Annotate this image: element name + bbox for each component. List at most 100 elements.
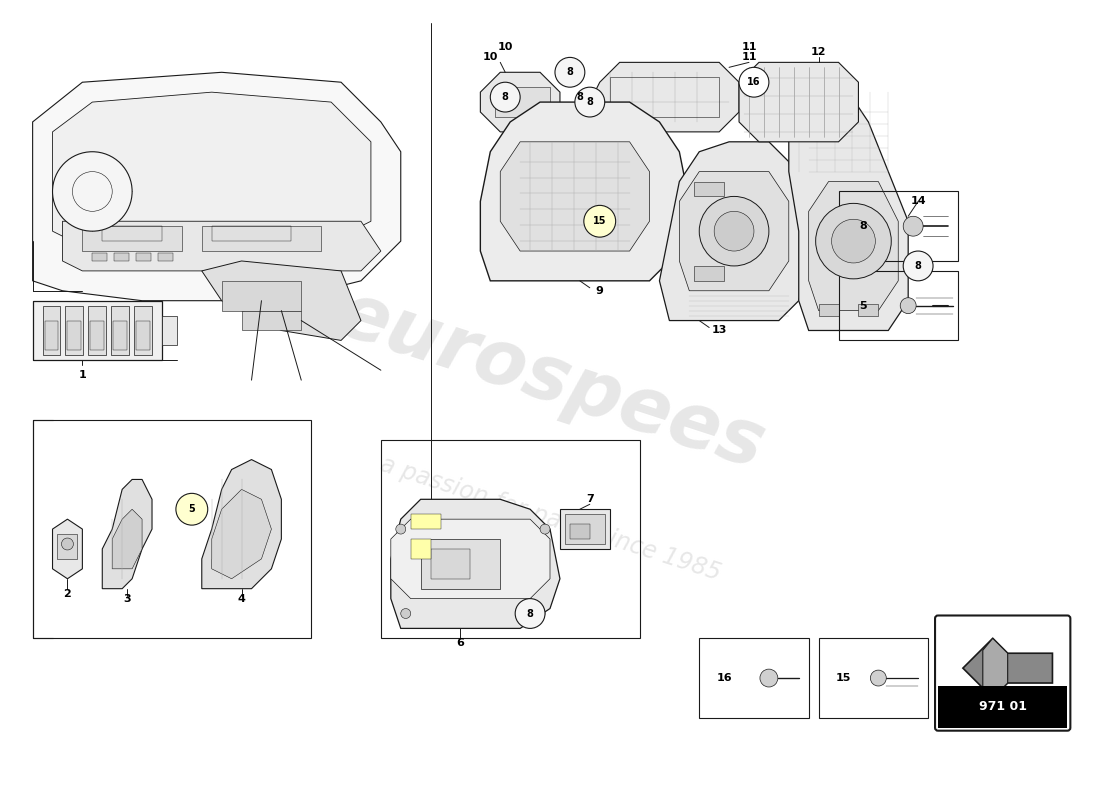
Bar: [410, 539, 430, 559]
Text: 15: 15: [593, 216, 606, 226]
Polygon shape: [789, 82, 909, 330]
Circle shape: [575, 87, 605, 117]
Text: 2: 2: [64, 589, 72, 598]
Polygon shape: [481, 102, 690, 281]
Bar: [45, 321, 58, 350]
Text: 8: 8: [576, 92, 583, 102]
Polygon shape: [659, 142, 808, 321]
Bar: [136, 253, 151, 261]
Bar: [609, 78, 719, 117]
Bar: [838, 191, 958, 261]
Circle shape: [556, 58, 585, 87]
Text: 12: 12: [811, 47, 826, 58]
Text: 8: 8: [566, 67, 573, 78]
Text: 10: 10: [497, 42, 513, 53]
Text: 1: 1: [78, 370, 86, 380]
Polygon shape: [590, 62, 739, 132]
Bar: [92, 253, 107, 261]
Text: 8: 8: [502, 92, 508, 102]
Circle shape: [62, 538, 74, 550]
Bar: [495, 87, 550, 117]
Bar: [838, 271, 958, 341]
Text: 8: 8: [915, 261, 922, 271]
FancyBboxPatch shape: [935, 615, 1070, 730]
Polygon shape: [112, 510, 142, 569]
Polygon shape: [962, 638, 1053, 698]
Bar: [570, 524, 590, 539]
Text: 5: 5: [859, 301, 867, 310]
Circle shape: [540, 524, 550, 534]
Polygon shape: [808, 182, 899, 310]
Text: 4: 4: [238, 594, 245, 604]
Text: 10: 10: [483, 52, 498, 62]
Bar: [158, 253, 173, 261]
Circle shape: [400, 609, 410, 618]
Polygon shape: [102, 479, 152, 589]
Polygon shape: [481, 72, 560, 132]
Bar: [381, 440, 639, 638]
Circle shape: [491, 82, 520, 112]
Text: 3: 3: [123, 594, 131, 604]
Bar: [700, 638, 808, 718]
Text: 13: 13: [712, 326, 727, 335]
Text: 16: 16: [747, 78, 761, 87]
Polygon shape: [390, 499, 560, 629]
Bar: [565, 514, 605, 544]
Bar: [102, 226, 162, 241]
Bar: [33, 301, 162, 360]
Text: 8: 8: [527, 609, 534, 618]
Circle shape: [816, 203, 891, 279]
Circle shape: [739, 67, 769, 97]
Bar: [410, 514, 441, 529]
Circle shape: [832, 219, 876, 263]
Polygon shape: [53, 519, 82, 578]
Bar: [33, 420, 311, 638]
Circle shape: [903, 216, 923, 236]
Polygon shape: [53, 92, 371, 251]
Circle shape: [760, 669, 778, 687]
Bar: [134, 306, 152, 355]
Polygon shape: [211, 490, 272, 578]
Circle shape: [53, 152, 132, 231]
Bar: [113, 321, 128, 350]
Bar: [162, 315, 177, 346]
Text: 7: 7: [586, 494, 594, 504]
Bar: [560, 510, 609, 549]
Bar: [90, 321, 104, 350]
Text: 5: 5: [188, 504, 195, 514]
Text: 16: 16: [716, 673, 732, 683]
Bar: [222, 281, 301, 310]
Text: 8: 8: [586, 97, 593, 107]
Polygon shape: [63, 222, 381, 271]
Polygon shape: [680, 171, 789, 290]
Bar: [430, 549, 471, 578]
Circle shape: [535, 609, 544, 618]
Bar: [67, 321, 81, 350]
Polygon shape: [33, 72, 400, 301]
Text: 14: 14: [911, 196, 926, 206]
Circle shape: [176, 494, 208, 525]
Bar: [114, 253, 129, 261]
Bar: [88, 306, 107, 355]
Bar: [57, 534, 77, 559]
Text: a passion for parts since 1985: a passion for parts since 1985: [376, 453, 724, 586]
Bar: [818, 304, 838, 315]
Bar: [242, 310, 301, 330]
Text: 9: 9: [596, 286, 604, 296]
Bar: [694, 266, 724, 281]
Text: 971 01: 971 01: [979, 700, 1026, 714]
Circle shape: [396, 524, 406, 534]
Polygon shape: [201, 459, 282, 589]
Text: 8: 8: [859, 222, 867, 231]
Bar: [201, 226, 321, 251]
Text: 11: 11: [741, 52, 757, 62]
Bar: [694, 182, 724, 197]
Bar: [111, 306, 129, 355]
Bar: [858, 304, 878, 315]
Polygon shape: [201, 261, 361, 341]
Circle shape: [903, 251, 933, 281]
Polygon shape: [390, 519, 550, 598]
Bar: [82, 226, 182, 251]
Polygon shape: [982, 638, 1008, 698]
Text: 11: 11: [741, 42, 757, 53]
